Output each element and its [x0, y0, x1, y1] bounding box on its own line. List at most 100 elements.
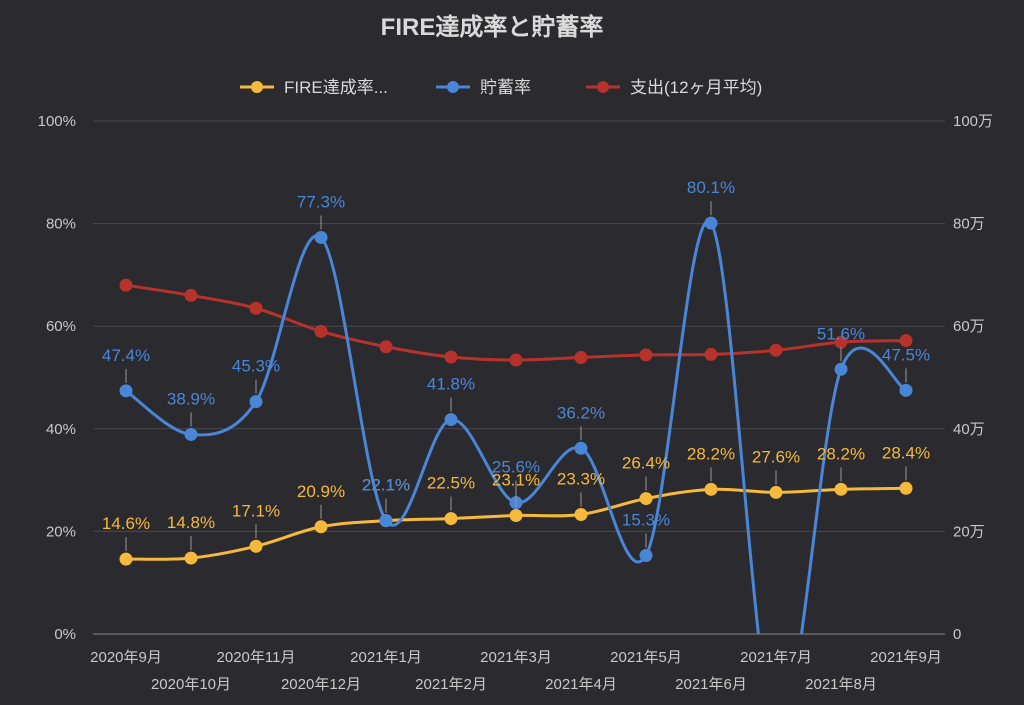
data-point — [119, 552, 133, 566]
gridlines — [93, 120, 945, 635]
legend-label: 貯蓄率 — [480, 78, 531, 97]
data-point — [574, 350, 588, 364]
data-label: 14.6% — [102, 514, 150, 533]
data-label: 22.5% — [427, 474, 475, 493]
x-axis-ticks: 2020年9月 2020年10月 2020年11月 2020年12月 2021年1月 20… — [90, 649, 942, 693]
data-label: 22.1% — [362, 476, 410, 495]
data-point — [639, 492, 653, 506]
data-point — [444, 512, 458, 526]
data-point — [899, 334, 913, 348]
data-label: 28.4% — [882, 443, 930, 462]
x-tick-label: 2021年7月 — [740, 649, 812, 666]
data-point — [704, 216, 718, 230]
x-tick-label: 2020年9月 — [90, 649, 162, 666]
right-tick-label: 40万 — [953, 421, 985, 438]
data-point — [249, 395, 263, 409]
data-label: 38.9% — [167, 389, 215, 408]
x-tick-label: 2021年8月 — [805, 676, 877, 693]
x-tick-label: 2021年4月 — [545, 676, 617, 693]
data-point — [314, 324, 328, 338]
data-label: 14.8% — [167, 513, 215, 532]
data-point — [314, 230, 328, 244]
legend: FIRE達成率... 貯蓄率 支出(12ヶ月平均) — [240, 78, 762, 97]
data-point — [184, 288, 198, 302]
data-label: 22.1% — [362, 476, 410, 495]
data-label: 17.1% — [232, 501, 280, 520]
right-tick-label: 60万 — [953, 318, 985, 335]
x-tick-label: 2021年1月 — [350, 649, 422, 666]
data-label: 77.3% — [297, 192, 345, 211]
left-tick-label: 40% — [46, 421, 76, 438]
left-tick-label: 20% — [46, 523, 76, 540]
data-point — [834, 362, 848, 376]
right-tick-label: 0 — [953, 626, 961, 643]
data-point — [379, 340, 393, 354]
data-point — [119, 278, 133, 292]
data-point — [574, 441, 588, 455]
data-point — [184, 427, 198, 441]
right-tick-label: 80万 — [953, 216, 985, 233]
plot-area: 14.6% 14.8% 17.1% 20.9% 22.1% 22.5% 23.1% 23.3%… — [102, 178, 930, 634]
x-tick-label: 2021年9月 — [870, 649, 942, 666]
data-point — [899, 481, 913, 495]
data-point — [704, 482, 718, 496]
data-point — [639, 348, 653, 362]
data-label: 28.2% — [687, 444, 735, 463]
data-point — [314, 520, 328, 534]
data-point — [769, 485, 783, 499]
data-label: 47.5% — [882, 345, 930, 364]
chart-title: FIRE達成率と貯蓄率 — [381, 13, 604, 41]
data-label: 45.3% — [232, 357, 280, 376]
x-tick-label: 2021年2月 — [415, 676, 487, 693]
data-point — [509, 508, 523, 522]
data-point — [249, 301, 263, 315]
data-point — [509, 353, 523, 367]
x-tick-label: 2021年6月 — [675, 676, 747, 693]
series-line — [125, 283, 907, 362]
right-tick-label: 100万 — [953, 113, 993, 130]
data-point — [574, 507, 588, 521]
data-point — [184, 551, 198, 565]
data-label: 25.6% — [492, 458, 540, 477]
data-point — [119, 384, 133, 398]
data-label: 23.1% — [492, 470, 540, 489]
data-label: 36.2% — [557, 403, 605, 422]
x-tick-label: 2020年11月 — [217, 649, 296, 666]
legend-label: 支出(12ヶ月平均) — [630, 78, 762, 97]
data-point — [704, 347, 718, 361]
legend-swatch-marker — [251, 81, 263, 93]
data-label: 26.4% — [622, 454, 670, 473]
data-point — [444, 350, 458, 364]
data-label: 28.2% — [817, 444, 865, 463]
left-tick-label: 80% — [46, 216, 76, 233]
data-point — [899, 383, 913, 397]
left-tick-label: 100% — [38, 113, 76, 130]
right-axis-ticks: 0 20万 40万 60万 80万 100万 — [953, 113, 993, 643]
legend-swatch-marker — [447, 81, 459, 93]
left-tick-label: 0% — [54, 626, 76, 643]
data-point — [444, 413, 458, 427]
data-point — [834, 335, 848, 349]
data-point — [834, 482, 848, 496]
x-tick-label: 2020年12月 — [281, 676, 361, 693]
data-label: 47.4% — [102, 346, 150, 365]
x-tick-label: 2021年5月 — [610, 649, 682, 666]
data-label: 15.3% — [622, 511, 670, 530]
data-point — [379, 514, 393, 528]
data-label: 51.6% — [817, 324, 865, 343]
data-label: 20.9% — [297, 482, 345, 501]
data-point — [249, 539, 263, 553]
legend-label: FIRE達成率... — [284, 78, 388, 97]
data-label: 27.6% — [752, 447, 800, 466]
data-point — [769, 343, 783, 357]
x-tick-label: 2020年10月 — [151, 676, 231, 693]
data-label: 23.3% — [557, 469, 605, 488]
data-label: 80.1% — [687, 178, 735, 197]
left-axis-ticks: 0% 20% 40% 60% 80% 100% — [38, 113, 76, 643]
right-tick-label: 20万 — [953, 523, 985, 540]
data-label: 41.8% — [427, 375, 475, 394]
legend-swatch-marker — [597, 81, 609, 93]
data-point — [639, 549, 653, 563]
left-tick-label: 60% — [46, 318, 76, 335]
